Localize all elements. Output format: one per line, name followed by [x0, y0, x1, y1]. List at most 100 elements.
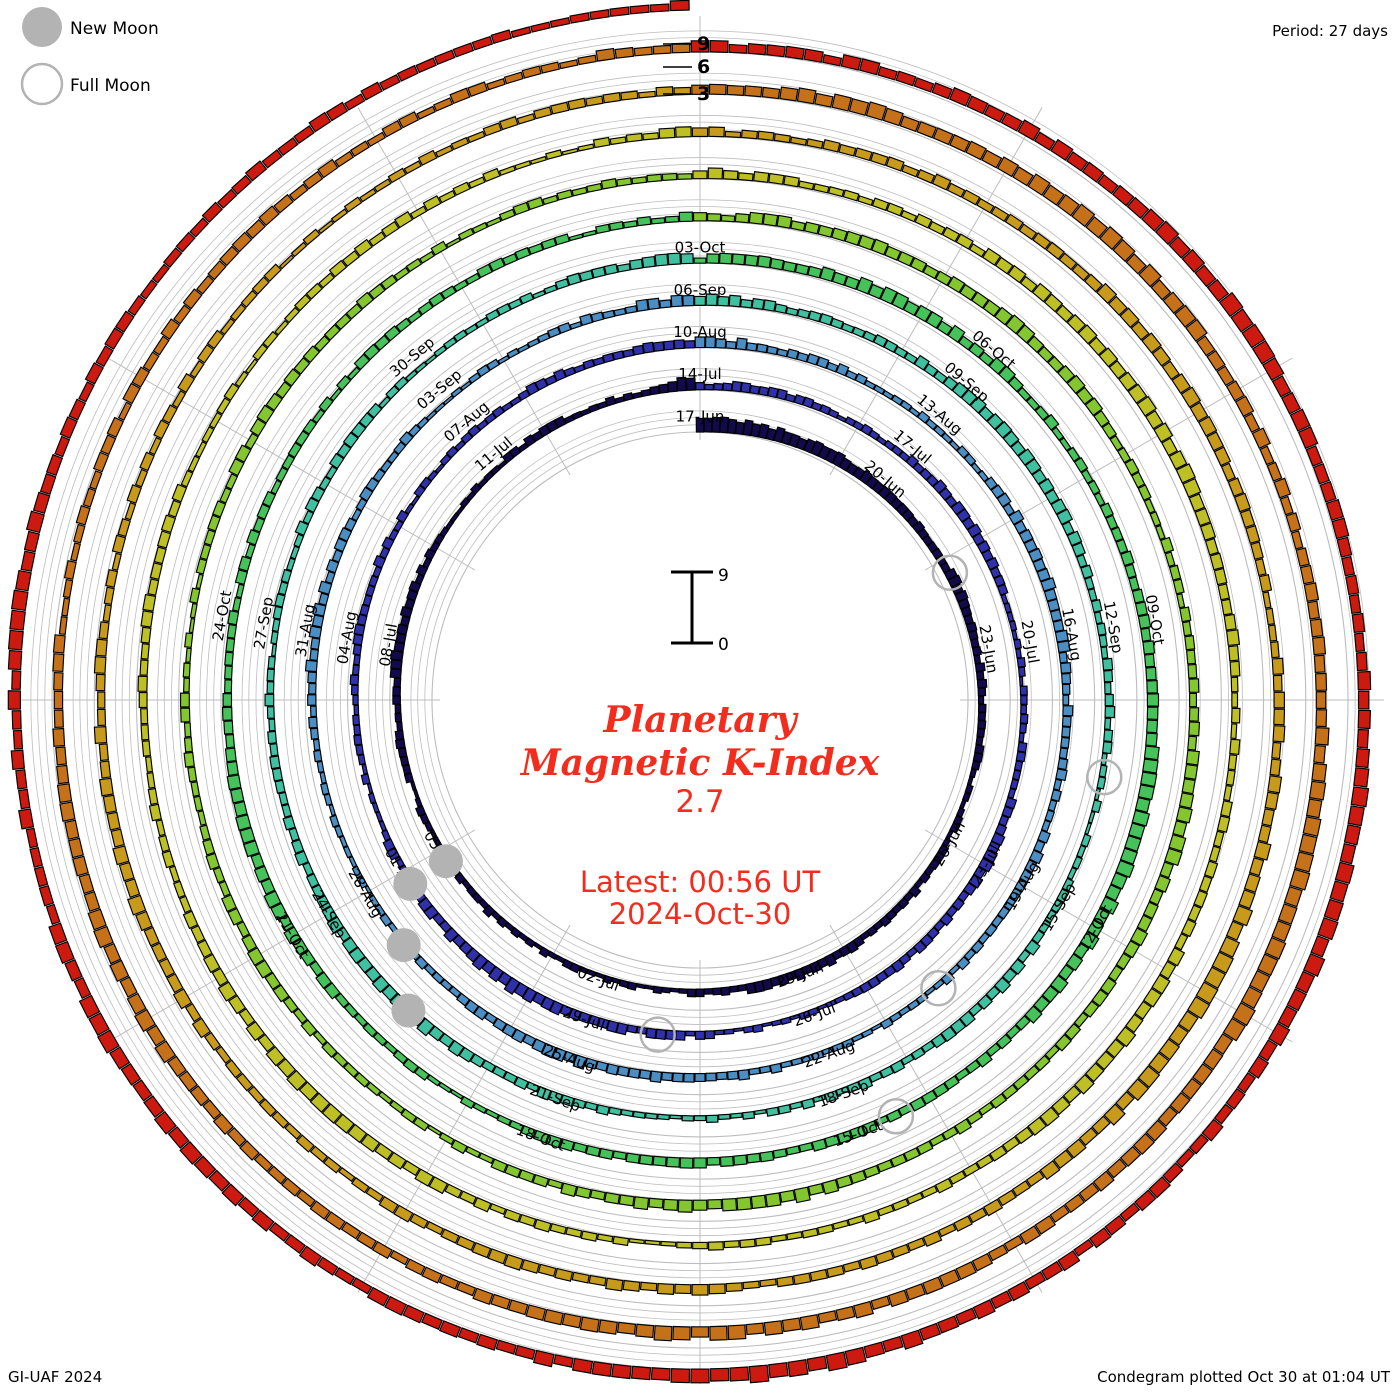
k-index-bar — [977, 857, 994, 873]
k-index-bar — [824, 448, 839, 464]
k-index-bar — [352, 714, 360, 726]
k-index-bar — [761, 1021, 773, 1028]
k-index-bar — [518, 932, 529, 943]
k-index-bar — [976, 728, 986, 738]
k-index-bar — [934, 270, 953, 287]
k-index-bar — [610, 976, 621, 985]
k-index-bar — [271, 643, 278, 657]
k-index-bar — [789, 1013, 801, 1021]
k-index-bar — [445, 519, 455, 530]
k-index-bar — [759, 1065, 772, 1074]
k-index-bar — [1017, 448, 1036, 466]
k-index-bar — [546, 326, 561, 339]
k-index-bar — [1103, 729, 1114, 743]
k-index-bar — [371, 801, 380, 814]
k-index-bar — [703, 417, 713, 433]
k-index-bar — [817, 224, 834, 238]
k-index-bar — [423, 963, 437, 977]
k-index-bar — [911, 520, 926, 534]
k-index-bar — [365, 584, 376, 597]
k-index-bar — [966, 776, 974, 786]
scale-bottom-label: 0 — [718, 635, 729, 655]
k-index-bar — [681, 1115, 695, 1122]
k-index-bar — [433, 402, 446, 414]
k-index-bar — [590, 311, 605, 323]
k-index-bar — [918, 871, 931, 884]
k-index-bar — [985, 556, 1000, 571]
k-index-bar — [1013, 520, 1028, 535]
k-index-bar — [816, 1003, 828, 1011]
k-index-bar — [320, 782, 330, 796]
k-index-bar — [1098, 634, 1108, 648]
k-index-bar — [713, 382, 724, 391]
k-index-bar — [844, 416, 857, 427]
k-index-bar — [704, 336, 717, 349]
k-index-bar — [722, 382, 733, 392]
k-index-bar — [1056, 364, 1076, 384]
k-index-bar — [525, 1081, 541, 1093]
k-index-bar — [501, 1023, 517, 1038]
k-index-bar — [780, 1016, 792, 1026]
k-index-bar — [549, 1000, 564, 1016]
k-index-bar — [905, 454, 920, 469]
k-index-bar — [533, 941, 544, 951]
k-index-bar — [936, 320, 953, 336]
k-index-bar — [919, 933, 934, 948]
k-index-bar — [239, 827, 256, 845]
k-index-bar — [383, 1040, 398, 1055]
k-index-bar — [334, 992, 350, 1009]
k-index-bar — [357, 754, 366, 766]
k-index-bar — [871, 238, 889, 256]
k-index-bar — [1093, 611, 1103, 625]
k-index-bar — [882, 389, 895, 401]
k-index-bar — [890, 958, 905, 973]
k-index-bar — [432, 912, 446, 926]
k-index-bar — [584, 1057, 598, 1070]
k-index-bar — [974, 662, 986, 673]
k-index-bar — [757, 255, 772, 269]
k-index-bar — [366, 782, 374, 794]
k-index-bar — [824, 1090, 839, 1103]
k-index-bar — [294, 520, 310, 537]
k-index-bar — [455, 992, 471, 1007]
k-index-bar — [945, 905, 959, 918]
k-index-bar — [901, 508, 915, 522]
k-index-bar — [638, 1154, 654, 1166]
k-index-bar — [323, 982, 341, 1000]
k-index-bar — [941, 836, 952, 848]
k-index-bar — [667, 380, 678, 393]
k-index-bar — [476, 419, 489, 431]
k-index-bar — [569, 320, 583, 330]
k-index-bar — [659, 299, 672, 309]
k-index-bar — [780, 430, 793, 446]
k-index-bar — [997, 583, 1009, 596]
k-index-bar — [372, 565, 383, 578]
k-index-bar — [694, 295, 706, 306]
k-index-bar — [356, 875, 369, 889]
k-index-bar — [252, 516, 266, 533]
k-index-bar — [392, 695, 401, 705]
k-index-bar — [868, 1071, 883, 1083]
k-index-bar — [618, 979, 630, 989]
k-index-bar — [438, 1032, 455, 1049]
k-index-bar — [997, 905, 1011, 920]
k-index-bar — [750, 422, 762, 438]
k-index-bar — [963, 948, 977, 962]
k-index-bar — [798, 1010, 811, 1021]
k-index-bar — [735, 337, 748, 351]
k-index-bar — [726, 1070, 739, 1081]
k-index-bar — [717, 295, 730, 307]
k-index-bar — [1019, 868, 1033, 883]
k-index-bar — [226, 760, 239, 777]
k-index-bar — [669, 987, 680, 993]
k-index-bar — [695, 382, 705, 391]
k-index-bar — [407, 310, 423, 324]
k-index-bar — [734, 212, 750, 224]
k-index-bar — [749, 384, 761, 395]
k-index-bar — [394, 855, 405, 868]
k-index-bar — [1140, 771, 1158, 788]
k-index-bar — [830, 317, 845, 330]
k-index-bar — [392, 1049, 409, 1065]
k-index-bar — [1099, 896, 1120, 916]
k-index-bar — [876, 435, 888, 446]
